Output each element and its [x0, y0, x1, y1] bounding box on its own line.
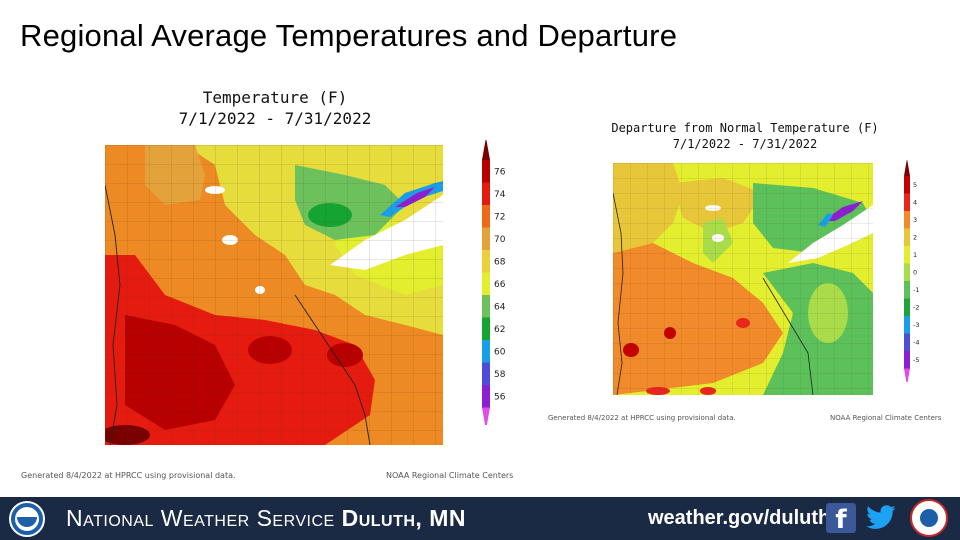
temperature-map [105, 145, 443, 445]
legend-label: 70 [494, 235, 506, 245]
legend-swatch [482, 250, 490, 273]
nws-org-name: National Weather Service [66, 505, 335, 531]
legend-swatch [482, 160, 490, 183]
legend-swatch [904, 246, 910, 264]
departure-footnote-left: Generated 8/4/2022 at HPRCC using provis… [548, 414, 736, 422]
temperature-footnote-left: Generated 8/4/2022 at HPRCC using provis… [21, 471, 236, 480]
legend-swatch [904, 176, 910, 194]
website-link[interactable]: weather.gov/duluth [648, 507, 831, 529]
legend-label: 64 [494, 302, 506, 312]
legend-swatch [904, 281, 910, 299]
legend-arrow-bottom [482, 407, 490, 425]
legend-label: 58 [494, 370, 506, 380]
legend-label: 72 [494, 212, 505, 222]
legend-swatch [482, 385, 490, 408]
legend-label: 5 [913, 181, 917, 189]
legend-swatch [904, 351, 910, 369]
legend-label: -1 [913, 286, 919, 294]
legend-swatch [482, 362, 490, 386]
legend-arrow-top [482, 140, 490, 160]
legend-label: 62 [494, 325, 505, 335]
legend-swatch [482, 205, 490, 228]
legend-swatch [482, 340, 490, 363]
legend-label: 4 [913, 199, 917, 207]
legend-swatch [904, 298, 910, 317]
temperature-map-title-line2: 7/1/2022 - 7/31/2022 [178, 108, 372, 128]
legend-label: 60 [494, 347, 506, 357]
legend-label: 76 [494, 167, 506, 177]
legend-label: 68 [494, 257, 506, 267]
legend-label: 2 [913, 234, 917, 242]
legend-swatch [904, 211, 910, 229]
temperature-legend: 76 74 72 70 68 66 64 62 60 58 56 [482, 140, 506, 425]
legend-swatch [482, 295, 490, 318]
footer-bar: National Weather Service Duluth, MN weat… [0, 497, 960, 540]
slide-title: Regional Average Temperatures and Depart… [20, 18, 678, 53]
legend-label: 74 [494, 190, 506, 200]
legend-swatch [482, 182, 490, 206]
legend-swatch [482, 227, 490, 251]
legend-label: 1 [913, 251, 917, 259]
legend-label: 56 [494, 392, 506, 402]
legend-swatch [904, 193, 910, 212]
legend-swatch [904, 333, 910, 352]
legend-label: 66 [494, 280, 506, 290]
nws-banner-text: National Weather Service Duluth, MN [66, 505, 466, 532]
nws-logo [910, 499, 948, 537]
twitter-icon[interactable] [864, 502, 898, 534]
legend-swatch [482, 272, 490, 296]
legend-label: 3 [913, 216, 917, 224]
legend-arrow-top [904, 160, 910, 176]
legend-swatch [482, 317, 490, 341]
nws-office-name: Duluth, MN [341, 505, 466, 531]
legend-label: -3 [913, 321, 919, 329]
temperature-map-title-line1: Temperature (F) [202, 88, 348, 107]
legend-label: -5 [913, 356, 919, 364]
legend-label: -2 [913, 304, 919, 312]
temperature-footnote-right: NOAA Regional Climate Centers [386, 471, 514, 480]
departure-legend: 5 4 3 2 1 0 -1 -2 -3 -4 -5 [904, 160, 919, 382]
departure-map-title-line1: Departure from Normal Temperature (F) [611, 121, 879, 135]
legend-arrow-bottom [904, 368, 910, 382]
legend-swatch [904, 228, 910, 247]
legend-label: 0 [913, 269, 917, 277]
departure-footnote-right: NOAA Regional Climate Centers [830, 414, 942, 422]
departure-map [613, 163, 873, 395]
legend-swatch [904, 263, 910, 282]
departure-map-title-line2: 7/1/2022 - 7/31/2022 [672, 136, 818, 151]
departure-map-title: Departure from Normal Temperature (F) 7/… [600, 121, 890, 152]
legend-swatch [904, 316, 910, 334]
noaa-logo [9, 501, 45, 537]
facebook-icon[interactable]: f [826, 503, 856, 535]
temperature-map-title: Temperature (F) 7/1/2022 - 7/31/2022 [150, 88, 400, 130]
legend-label: -4 [913, 339, 919, 347]
